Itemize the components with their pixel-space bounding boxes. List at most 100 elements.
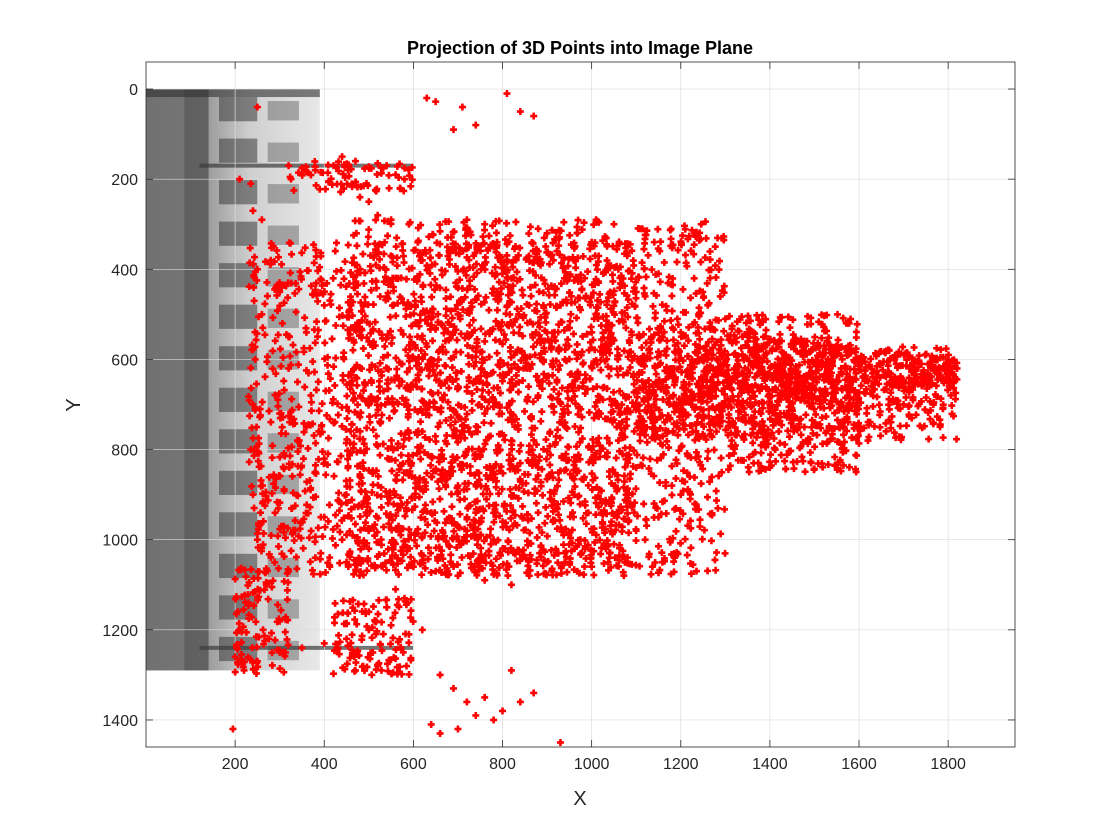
data-point — [343, 499, 351, 507]
facade-window — [218, 221, 258, 246]
data-point — [401, 512, 409, 520]
data-point — [335, 304, 343, 312]
data-point — [392, 312, 400, 320]
data-point — [271, 509, 279, 517]
data-point — [454, 267, 462, 275]
data-point — [504, 538, 512, 546]
data-point — [506, 386, 514, 394]
data-point — [331, 381, 339, 389]
data-point — [402, 305, 410, 313]
data-point — [372, 411, 380, 419]
data-point — [280, 299, 288, 307]
data-point — [350, 432, 358, 440]
data-point — [384, 351, 392, 359]
data-point — [500, 331, 508, 339]
data-point — [247, 364, 255, 372]
data-point — [509, 263, 517, 271]
data-point — [311, 538, 319, 546]
data-point — [549, 256, 557, 264]
data-point — [323, 411, 331, 419]
data-point — [519, 377, 527, 385]
data-point — [469, 316, 477, 324]
data-point — [291, 289, 299, 297]
data-point — [414, 371, 422, 379]
data-point — [253, 443, 261, 451]
data-point — [345, 334, 353, 342]
data-point — [263, 292, 271, 300]
data-point — [590, 571, 598, 579]
data-point — [507, 514, 515, 522]
data-point — [431, 371, 439, 379]
data-point — [261, 373, 269, 381]
data-point — [473, 497, 481, 505]
data-point — [449, 535, 457, 543]
data-point — [303, 267, 311, 275]
data-point — [285, 412, 293, 420]
data-point — [417, 455, 425, 463]
data-point — [382, 566, 390, 574]
data-point — [397, 451, 405, 459]
facade-window — [267, 184, 299, 204]
data-point — [556, 434, 564, 442]
data-point — [246, 412, 254, 420]
data-point — [271, 285, 279, 293]
data-point — [323, 279, 331, 287]
data-point — [557, 400, 565, 408]
data-point — [331, 247, 339, 255]
data-point — [311, 339, 319, 347]
data-point — [265, 473, 273, 481]
data-point — [356, 513, 364, 521]
data-point — [595, 434, 603, 442]
data-point — [361, 293, 369, 301]
data-point — [332, 541, 340, 549]
data-point — [515, 447, 523, 455]
data-point — [301, 383, 309, 391]
data-point — [474, 423, 482, 431]
data-point — [447, 293, 455, 301]
data-point — [351, 520, 359, 528]
data-point — [531, 351, 539, 359]
facade-window — [218, 138, 258, 163]
data-point — [274, 253, 282, 261]
data-point — [324, 353, 332, 361]
data-point — [564, 394, 572, 402]
data-point — [573, 314, 581, 322]
data-point — [326, 501, 334, 509]
data-point — [413, 383, 421, 391]
data-point — [271, 484, 279, 492]
data-point — [326, 554, 334, 562]
data-point — [310, 241, 318, 249]
data-point — [288, 250, 296, 258]
data-point — [322, 471, 330, 479]
data-point — [312, 386, 320, 394]
data-point — [274, 532, 282, 540]
data-point — [512, 372, 520, 380]
facade-window — [267, 142, 299, 162]
data-point — [585, 408, 593, 416]
data-point — [473, 269, 481, 277]
data-point — [278, 319, 286, 327]
data-point — [326, 415, 334, 423]
data-point — [336, 507, 344, 515]
data-point — [408, 322, 416, 330]
data-point — [269, 314, 277, 322]
data-point — [558, 384, 566, 392]
data-point — [502, 336, 510, 344]
data-point — [332, 321, 340, 329]
background-image — [146, 89, 414, 671]
data-point — [550, 385, 558, 393]
data-point — [586, 255, 594, 263]
facade-window — [218, 553, 258, 579]
data-point — [538, 528, 546, 536]
facade-window — [267, 101, 299, 121]
facade-cornice — [146, 89, 320, 98]
data-point — [329, 525, 337, 533]
data-point — [399, 551, 407, 559]
data-point — [384, 445, 392, 453]
data-point — [333, 522, 341, 530]
data-point — [407, 553, 415, 561]
data-point — [487, 540, 495, 548]
data-point — [253, 276, 261, 284]
data-point — [608, 271, 616, 279]
data-point — [395, 382, 403, 390]
